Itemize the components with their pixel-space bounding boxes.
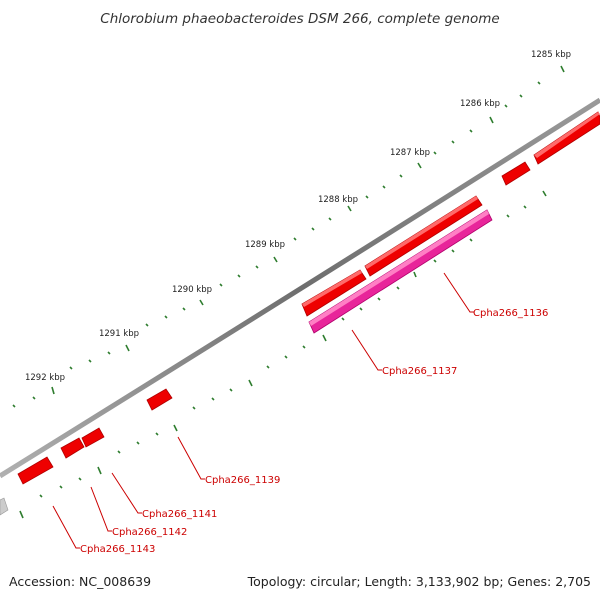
gene-forward[interactable]	[365, 196, 478, 269]
label-leaders	[52, 272, 474, 549]
gene-reverse[interactable]	[309, 210, 489, 326]
kbp-label: 1289 kbp	[245, 240, 285, 250]
gene-forward[interactable]	[60, 437, 85, 459]
gene-forward[interactable]	[146, 388, 173, 411]
inner-tick-ring	[19, 190, 547, 519]
gene-partial[interactable]	[0, 497, 9, 516]
outer-tick-ring	[12, 65, 565, 408]
gene-label[interactable]: Cpha266_1142	[112, 527, 187, 538]
gene-forward[interactable]	[501, 161, 531, 186]
gene-label[interactable]: Cpha266_1143	[80, 544, 155, 555]
gene-label[interactable]: Cpha266_1136	[473, 308, 548, 319]
reverse-genes[interactable]	[308, 209, 493, 334]
genome-backbone	[0, 97, 600, 479]
kbp-label: 1288 kbp	[318, 195, 358, 205]
gene-forward[interactable]	[364, 195, 483, 277]
accession-text: Accession: NC_008639	[9, 574, 151, 589]
gene-label[interactable]: Cpha266_1141	[142, 509, 217, 520]
kbp-label: 1286 kbp	[460, 99, 500, 109]
gene-forward[interactable]	[302, 270, 362, 307]
genome-summary-text: Topology: circular; Length: 3,133,902 bp…	[247, 574, 591, 589]
gene-label[interactable]: Cpha266_1139	[205, 475, 280, 486]
gene-forward[interactable]	[81, 427, 105, 448]
map-title: Chlorobium phaeobacteroides DSM 266, com…	[100, 11, 499, 27]
kbp-label: 1287 kbp	[390, 148, 430, 158]
kbp-label: 1285 kbp	[531, 50, 571, 60]
kbp-label: 1291 kbp	[99, 329, 139, 339]
forward-genes[interactable]	[17, 111, 600, 485]
kbp-label: 1290 kbp	[172, 285, 212, 295]
gene-label[interactable]: Cpha266_1137	[382, 366, 457, 377]
gene-forward[interactable]	[534, 112, 600, 158]
gene-forward[interactable]	[17, 456, 54, 485]
kbp-label: 1292 kbp	[25, 373, 65, 383]
